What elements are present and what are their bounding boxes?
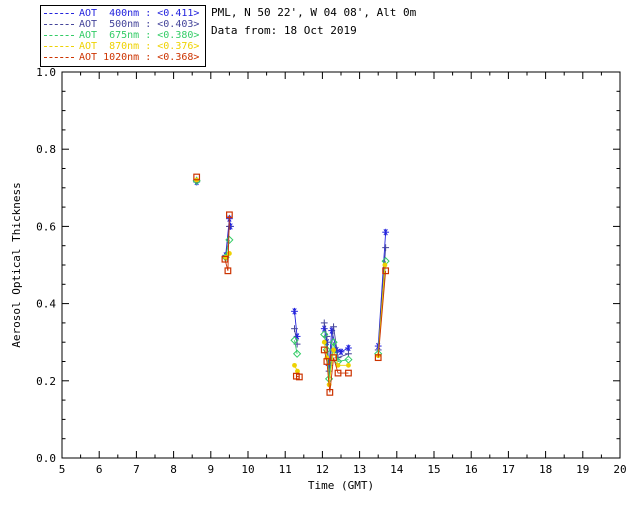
x-tick-label: 19: [576, 463, 589, 476]
legend-line-sample: [44, 46, 74, 47]
x-tick-label: 5: [59, 463, 66, 476]
x-tick-label: 13: [353, 463, 366, 476]
y-axis-label: Aerosol Optical Thickness: [10, 182, 23, 348]
legend-entry-aot-500nm: AOT 500nm : <0.403>: [44, 19, 202, 30]
legend-line-sample: [44, 13, 74, 14]
x-tick-label: 14: [390, 463, 404, 476]
series-aot-500nm: [193, 176, 390, 375]
x-tick-label: 15: [427, 463, 440, 476]
series-aot-870nm: [194, 177, 388, 388]
site-location-text: PML, N 50 22', W 04 08', Alt 0m: [211, 6, 417, 19]
x-tick-label: 8: [170, 463, 177, 476]
legend-label: AOT 1020nm : <0.368>: [79, 52, 200, 63]
legend-label: AOT 675nm : <0.380>: [79, 30, 200, 41]
x-tick-label: 10: [241, 463, 254, 476]
x-axis-label: Time (GMT): [308, 479, 374, 492]
legend-entry-aot-400nm: AOT 400nm : <0.411>: [44, 8, 202, 19]
axes: 5 6 7 8 9 10 11 12 13 14 15 16 17 18 19 20 0.0 0.2 0.4 0.6 0…: [10, 66, 627, 492]
legend-entry-aot-675nm: AOT 675nm : <0.380>: [44, 30, 202, 41]
legend-line-sample: [44, 24, 74, 25]
x-tick-label: 20: [613, 463, 626, 476]
legend-label: AOT 870nm : <0.376>: [79, 41, 200, 52]
legend-line-sample: [44, 35, 74, 36]
legend-label: AOT 500nm : <0.403>: [79, 19, 200, 30]
x-tick-label: 11: [279, 463, 292, 476]
y-tick-label: 0.2: [36, 375, 56, 388]
x-tick-label: 17: [502, 463, 515, 476]
x-tick-label: 12: [316, 463, 329, 476]
chart-legend: AOT 400nm : <0.411> AOT 500nm : <0.403> AO…: [40, 5, 206, 67]
y-tick-label: 0.0: [36, 452, 56, 465]
x-tick-label: 7: [133, 463, 140, 476]
legend-label: AOT 400nm : <0.411>: [79, 8, 200, 19]
data-date-text: Data from: 18 Oct 2019: [211, 24, 357, 37]
x-tick-label: 16: [465, 463, 478, 476]
y-tick-label: 0.4: [36, 298, 56, 311]
x-tick-label: 6: [96, 463, 103, 476]
y-tick-label: 0.6: [36, 220, 56, 233]
x-tick-label: 9: [207, 463, 214, 476]
y-tick-label: 1.0: [36, 66, 56, 79]
x-tick-label: 18: [539, 463, 552, 476]
plot-frame: [61, 71, 621, 459]
y-tick-label: 0.8: [36, 143, 56, 156]
series-aot-675nm: [192, 176, 390, 383]
series-aot-1020nm: [193, 173, 390, 396]
legend-line-sample: [44, 57, 74, 58]
legend-entry-aot-1020nm: AOT 1020nm : <0.368>: [44, 52, 202, 63]
legend-entry-aot-870nm: AOT 870nm : <0.376>: [44, 41, 202, 52]
